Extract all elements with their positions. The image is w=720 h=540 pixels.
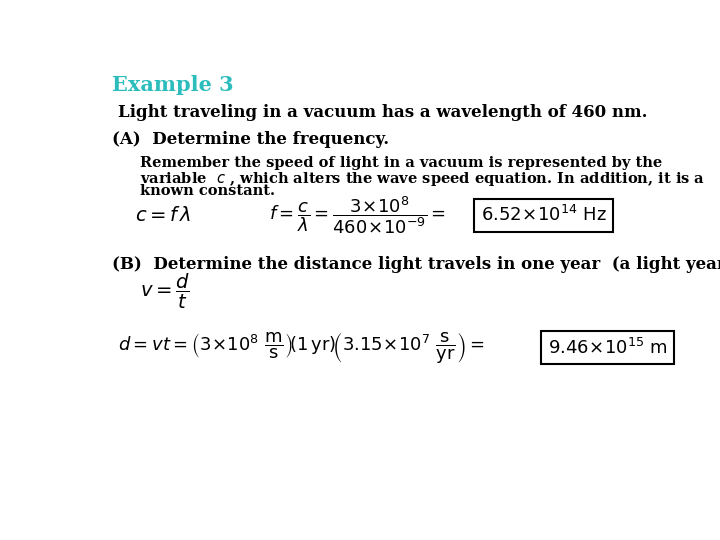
Text: variable  $c$ , which alters the wave speed equation. In addition, it is a: variable $c$ , which alters the wave spe… bbox=[140, 170, 706, 188]
Text: (B)  Determine the distance light travels in one year  (a light year).: (B) Determine the distance light travels… bbox=[112, 256, 720, 273]
Text: known constant.: known constant. bbox=[140, 184, 275, 198]
Text: $c = f\,\lambda$: $c = f\,\lambda$ bbox=[135, 206, 191, 225]
Text: Example 3: Example 3 bbox=[112, 75, 234, 95]
Text: Light traveling in a vacuum has a wavelength of 460 nm.: Light traveling in a vacuum has a wavele… bbox=[118, 104, 647, 122]
Text: $v = \dfrac{d}{t}$: $v = \dfrac{d}{t}$ bbox=[140, 272, 190, 311]
Text: $d = vt = \left(3\!\times\!10^{8}\ \dfrac{\mathrm{m}}{\mathrm{s}}\right)\!\left(: $d = vt = \left(3\!\times\!10^{8}\ \dfra… bbox=[118, 330, 485, 365]
Text: $f = \dfrac{c}{\lambda} = \dfrac{3\!\times\!10^{8}}{460\!\times\!10^{-9}} =$: $f = \dfrac{c}{\lambda} = \dfrac{3\!\tim… bbox=[269, 194, 446, 236]
Text: $6.52\!\times\!10^{14}\ \mathrm{Hz}$: $6.52\!\times\!10^{14}\ \mathrm{Hz}$ bbox=[481, 205, 606, 225]
Text: Remember the speed of light in a vacuum is represented by the: Remember the speed of light in a vacuum … bbox=[140, 156, 662, 170]
Text: (A)  Determine the frequency.: (A) Determine the frequency. bbox=[112, 131, 390, 148]
Text: $9.46\!\times\!10^{15}\ \mathrm{m}$: $9.46\!\times\!10^{15}\ \mathrm{m}$ bbox=[547, 338, 667, 357]
